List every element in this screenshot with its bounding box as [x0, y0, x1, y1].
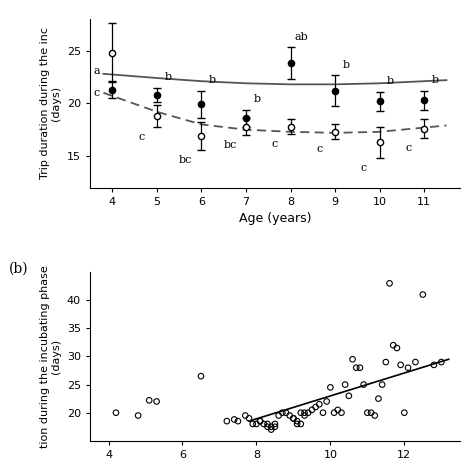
Point: [327, 383, 334, 391]
Point: [197, 373, 205, 380]
Point: [297, 409, 305, 417]
Text: a: a: [93, 66, 100, 76]
Text: bc: bc: [179, 155, 192, 165]
Point: [264, 420, 271, 428]
Point: [267, 426, 275, 433]
Point: [253, 420, 260, 428]
Text: c: c: [272, 139, 278, 149]
Point: [256, 417, 264, 425]
Point: [397, 361, 404, 369]
Point: [242, 412, 249, 419]
Point: [245, 415, 253, 422]
Point: [301, 409, 308, 417]
Point: [293, 417, 301, 425]
Point: [260, 420, 268, 428]
Point: [430, 361, 438, 369]
Text: ab: ab: [295, 32, 309, 42]
Text: c: c: [405, 144, 412, 154]
Point: [279, 409, 286, 417]
Point: [249, 420, 256, 428]
Text: c: c: [94, 88, 100, 98]
Point: [153, 398, 160, 405]
Point: [419, 291, 427, 298]
Point: [256, 417, 264, 425]
Point: [367, 409, 375, 417]
Text: bc: bc: [224, 140, 237, 150]
Point: [134, 412, 142, 419]
Text: b: b: [164, 72, 172, 82]
Point: [290, 415, 297, 422]
Text: (b): (b): [9, 262, 28, 276]
Point: [349, 356, 356, 363]
Point: [360, 381, 367, 388]
Point: [323, 398, 330, 405]
Point: [330, 409, 338, 417]
Point: [304, 409, 312, 417]
Point: [319, 409, 327, 417]
Point: [271, 423, 279, 430]
Point: [282, 409, 290, 417]
Y-axis label: tion during the incubating phase
(days): tion during the incubating phase (days): [40, 265, 61, 448]
Text: b: b: [432, 75, 439, 85]
Point: [234, 417, 242, 425]
Point: [293, 420, 301, 428]
Point: [312, 403, 319, 411]
Text: b: b: [343, 60, 350, 70]
Point: [230, 416, 238, 423]
Point: [290, 415, 297, 422]
Point: [393, 344, 401, 352]
Point: [345, 392, 353, 400]
Text: b: b: [387, 76, 394, 86]
Point: [353, 364, 360, 372]
Point: [316, 401, 323, 408]
Point: [301, 412, 308, 419]
Point: [374, 395, 382, 402]
Point: [267, 423, 275, 430]
Point: [223, 417, 231, 425]
Point: [275, 412, 283, 419]
Point: [356, 364, 364, 372]
Point: [286, 412, 293, 419]
Point: [378, 381, 386, 388]
Point: [404, 364, 412, 372]
X-axis label: Age (years): Age (years): [239, 212, 311, 225]
Text: b: b: [254, 94, 261, 104]
Point: [401, 409, 408, 417]
Point: [411, 358, 419, 366]
Point: [390, 341, 397, 349]
Point: [371, 412, 379, 419]
Point: [271, 420, 279, 428]
Point: [112, 409, 120, 417]
Point: [364, 409, 371, 417]
Point: [386, 280, 393, 287]
Text: b: b: [209, 75, 216, 85]
Text: c: c: [316, 145, 323, 155]
Point: [308, 406, 316, 414]
Text: c: c: [361, 164, 367, 173]
Text: c: c: [138, 132, 145, 142]
Point: [337, 409, 345, 417]
Point: [341, 381, 349, 388]
Point: [382, 358, 390, 366]
Point: [146, 397, 153, 404]
Point: [264, 423, 271, 430]
Y-axis label: Trip duration during the inc
(days): Trip duration during the inc (days): [40, 27, 61, 179]
Point: [334, 406, 342, 414]
Point: [438, 358, 445, 366]
Point: [297, 420, 305, 428]
